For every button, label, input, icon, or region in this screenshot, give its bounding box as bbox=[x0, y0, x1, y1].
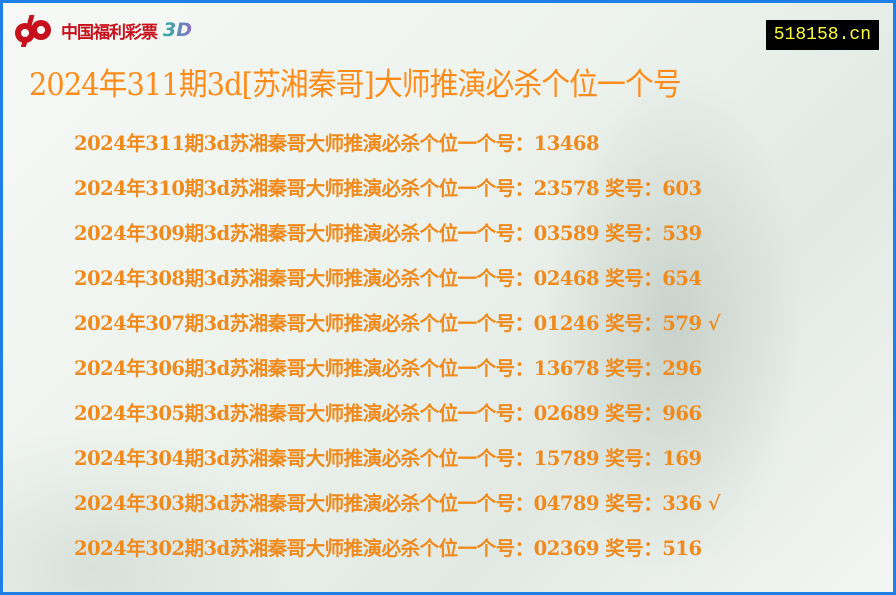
list-item: 2024年307期3d苏湘秦哥大师推演必杀个位一个号：01246 奖号：579 … bbox=[74, 312, 721, 335]
list-item: 2024年305期3d苏湘秦哥大师推演必杀个位一个号：02689 奖号：966 bbox=[74, 402, 702, 425]
site-badge[interactable]: 518158.cn bbox=[765, 20, 879, 50]
list-item: 2024年310期3d苏湘秦哥大师推演必杀个位一个号：23578 奖号：603 bbox=[74, 177, 702, 200]
list-item: 2024年302期3d苏湘秦哥大师推演必杀个位一个号：02369 奖号：516 bbox=[74, 537, 702, 560]
page-title: 2024年311期3d[苏湘秦哥]大师推演必杀个位一个号 bbox=[29, 67, 682, 103]
list-item: 2024年304期3d苏湘秦哥大师推演必杀个位一个号：15789 奖号：169 bbox=[74, 447, 702, 470]
bamboo-background bbox=[543, 63, 803, 583]
prediction-list: 2024年311期3d苏湘秦哥大师推演必杀个位一个号：13468 2024年31… bbox=[74, 130, 721, 580]
lottery-logo: 中国福利彩票 3D bbox=[11, 13, 192, 47]
welfare-lottery-logo-icon bbox=[15, 15, 51, 47]
list-item: 2024年308期3d苏湘秦哥大师推演必杀个位一个号：02468 奖号：654 bbox=[74, 267, 702, 290]
list-item: 2024年303期3d苏湘秦哥大师推演必杀个位一个号：04789 奖号：336 … bbox=[74, 492, 721, 515]
logo-3d: 3D bbox=[163, 19, 192, 41]
list-item: 2024年311期3d苏湘秦哥大师推演必杀个位一个号：13468 bbox=[74, 132, 600, 155]
list-item: 2024年309期3d苏湘秦哥大师推演必杀个位一个号：03589 奖号：539 bbox=[74, 222, 702, 245]
logo-text: 中国福利彩票 bbox=[61, 22, 158, 43]
list-item: 2024年306期3d苏湘秦哥大师推演必杀个位一个号：13678 奖号：296 bbox=[74, 357, 702, 380]
landscape-background bbox=[3, 423, 303, 592]
